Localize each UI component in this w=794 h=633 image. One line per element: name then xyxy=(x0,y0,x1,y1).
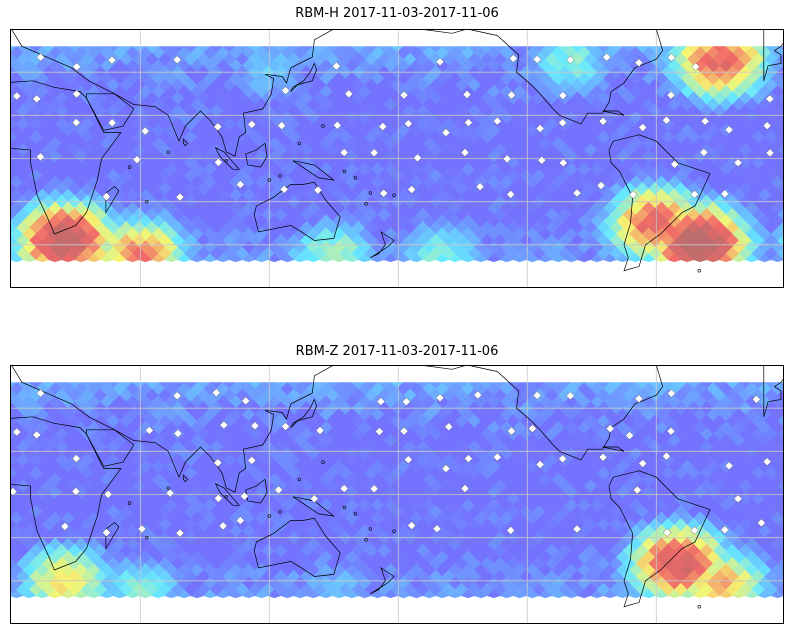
coastlines xyxy=(10,365,784,609)
map-panel-rbm-h[interactable] xyxy=(0,29,794,288)
station-markers xyxy=(12,52,775,202)
map-frame xyxy=(10,29,784,288)
station-markers xyxy=(10,388,772,538)
panel-title-rbm-z: RBM-Z 2017-11-03-2017-11-06 xyxy=(295,344,499,359)
map-frame xyxy=(10,365,784,624)
map-panel-rbm-z[interactable] xyxy=(0,365,794,624)
coastlines xyxy=(10,29,784,273)
graticule xyxy=(10,365,784,624)
data-field xyxy=(10,382,784,599)
panel-title-rbm-h: RBM-H 2017-11-03-2017-11-06 xyxy=(295,6,499,21)
data-field xyxy=(10,46,784,263)
